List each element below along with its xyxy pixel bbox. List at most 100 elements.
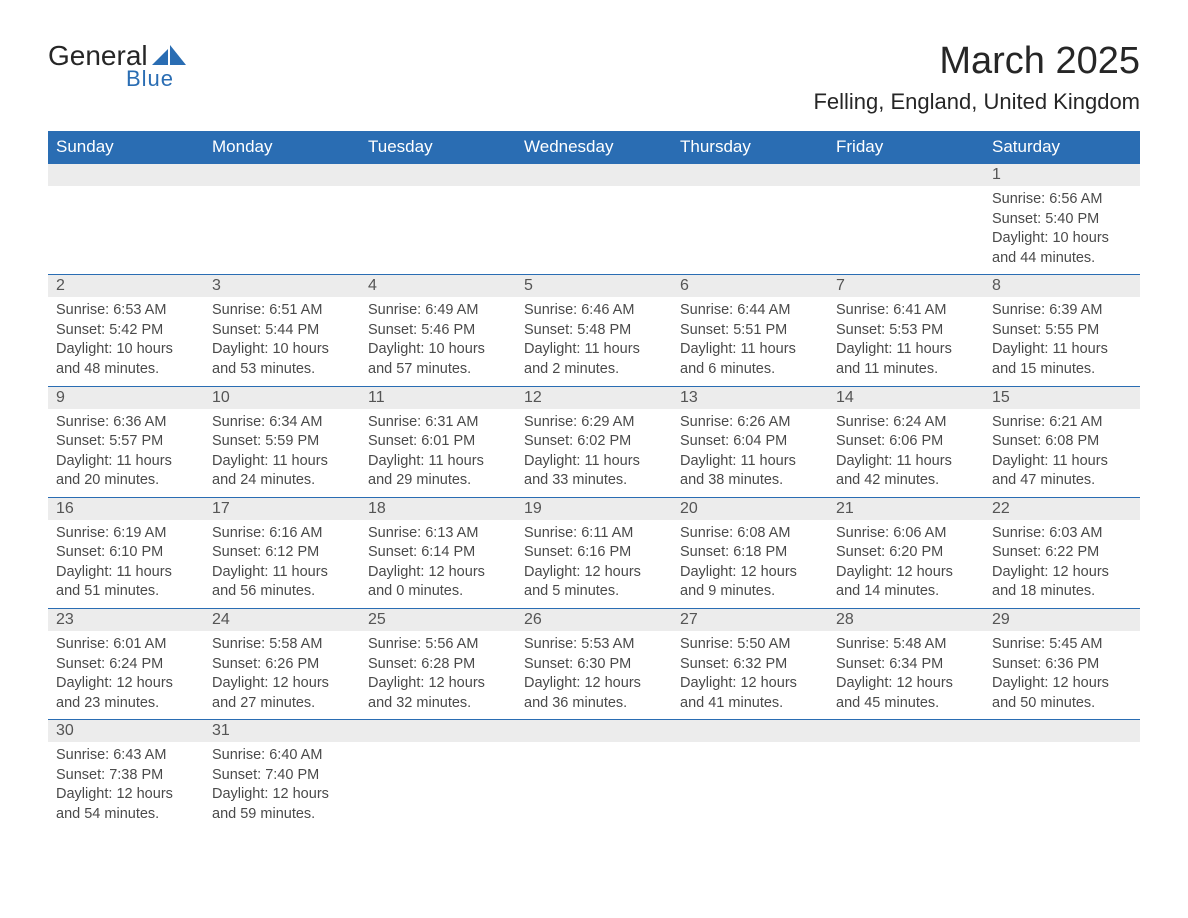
day-cell: 15Sunrise: 6:21 AMSunset: 6:08 PMDayligh… <box>984 386 1140 497</box>
day-number-bar: 2 <box>48 275 204 297</box>
sunrise-value: 6:19 AM <box>113 525 166 541</box>
sunrise-line: Sunrise: 6:34 AM <box>212 413 352 433</box>
day-cell: 23Sunrise: 6:01 AMSunset: 6:24 PMDayligh… <box>48 609 204 720</box>
daylight-label: Daylight: <box>368 341 428 357</box>
sunrise-line: Sunrise: 6:44 AM <box>680 301 820 321</box>
sunset-line: Sunset: 6:06 PM <box>836 432 976 452</box>
daylight-minutes: 29 <box>396 472 412 488</box>
daylight-hours: 12 <box>116 675 132 691</box>
sunset-value: 5:53 PM <box>889 322 943 338</box>
sunset-label: Sunset: <box>212 767 265 783</box>
daylight-line: Daylight: 11 hours <box>212 452 352 472</box>
daylight-hours: 10 <box>116 341 132 357</box>
sunset-line: Sunset: 5:51 PM <box>680 321 820 341</box>
day-cell: 16Sunrise: 6:19 AMSunset: 6:10 PMDayligh… <box>48 497 204 608</box>
sunrise-value: 6:01 AM <box>113 636 166 652</box>
day-cell: 7Sunrise: 6:41 AMSunset: 5:53 PMDaylight… <box>828 275 984 386</box>
day-details: Sunrise: 6:49 AMSunset: 5:46 PMDaylight:… <box>360 297 516 385</box>
daylight-line-2: and 42 minutes. <box>836 471 976 491</box>
sunrise-label: Sunrise: <box>368 525 425 541</box>
sunset-line: Sunset: 6:26 PM <box>212 655 352 675</box>
day-number-bar: 1 <box>984 164 1140 186</box>
day-cell <box>360 720 516 831</box>
sunrise-value: 6:03 AM <box>1049 525 1102 541</box>
sunset-line: Sunset: 5:59 PM <box>212 432 352 452</box>
day-details: Sunrise: 6:19 AMSunset: 6:10 PMDaylight:… <box>48 520 204 608</box>
titles: March 2025 Felling, England, United King… <box>813 40 1140 123</box>
daylight-line: Daylight: 12 hours <box>680 674 820 694</box>
day-details: Sunrise: 5:58 AMSunset: 6:26 PMDaylight:… <box>204 631 360 719</box>
daylight-line-2: and 32 minutes. <box>368 694 508 714</box>
daylight-line: Daylight: 12 hours <box>212 785 352 805</box>
day-details <box>48 186 204 258</box>
daylight-line: Daylight: 10 hours <box>368 340 508 360</box>
sunrise-label: Sunrise: <box>368 636 425 652</box>
sunset-line: Sunset: 6:34 PM <box>836 655 976 675</box>
sunrise-value: 5:56 AM <box>425 636 478 652</box>
sunset-label: Sunset: <box>992 544 1045 560</box>
sunrise-line: Sunrise: 6:53 AM <box>56 301 196 321</box>
sunrise-line: Sunrise: 6:21 AM <box>992 413 1132 433</box>
day-number-bar: 16 <box>48 498 204 520</box>
daylight-label: Daylight: <box>524 675 584 691</box>
daylight-minutes: 33 <box>552 472 568 488</box>
daylight-minutes: 53 <box>240 361 256 377</box>
sunset-value: 5:42 PM <box>109 322 163 338</box>
daylight-line: Daylight: 12 hours <box>992 563 1132 583</box>
day-cell: 14Sunrise: 6:24 AMSunset: 6:06 PMDayligh… <box>828 386 984 497</box>
sunrise-label: Sunrise: <box>524 414 581 430</box>
daylight-hours: 11 <box>1052 341 1067 357</box>
daylight-label: Daylight: <box>212 786 272 802</box>
sunset-label: Sunset: <box>56 322 109 338</box>
daylight-label: Daylight: <box>992 230 1052 246</box>
day-cell: 1Sunrise: 6:56 AMSunset: 5:40 PMDaylight… <box>984 164 1140 275</box>
sunset-line: Sunset: 6:18 PM <box>680 543 820 563</box>
day-details <box>360 186 516 258</box>
sunrise-value: 6:21 AM <box>1049 414 1102 430</box>
daylight-line: Daylight: 12 hours <box>368 563 508 583</box>
sunrise-label: Sunrise: <box>992 525 1049 541</box>
sunrise-value: 6:31 AM <box>425 414 478 430</box>
daylight-label: Daylight: <box>992 675 1052 691</box>
day-number-bar <box>672 164 828 186</box>
day-number-bar: 25 <box>360 609 516 631</box>
daylight-label: Daylight: <box>836 675 896 691</box>
daylight-label: Daylight: <box>56 564 116 580</box>
daylight-label: Daylight: <box>680 453 740 469</box>
day-cell <box>204 164 360 275</box>
sunrise-line: Sunrise: 6:43 AM <box>56 746 196 766</box>
sunset-line: Sunset: 5:48 PM <box>524 321 664 341</box>
day-number-bar: 12 <box>516 387 672 409</box>
daylight-line-2: and 11 minutes. <box>836 360 976 380</box>
day-number-bar: 14 <box>828 387 984 409</box>
daylight-line-2: and 6 minutes. <box>680 360 820 380</box>
sunset-value: 5:46 PM <box>421 322 475 338</box>
day-cell <box>828 164 984 275</box>
daylight-hours: 12 <box>584 675 600 691</box>
daylight-label: Daylight: <box>56 453 116 469</box>
sunrise-line: Sunrise: 6:31 AM <box>368 413 508 433</box>
day-number-bar: 3 <box>204 275 360 297</box>
sunset-line: Sunset: 5:55 PM <box>992 321 1132 341</box>
sunset-label: Sunset: <box>368 656 421 672</box>
sunrise-line: Sunrise: 6:24 AM <box>836 413 976 433</box>
week-row: 9Sunrise: 6:36 AMSunset: 5:57 PMDaylight… <box>48 386 1140 497</box>
day-cell <box>516 720 672 831</box>
day-number-bar: 19 <box>516 498 672 520</box>
day-cell: 6Sunrise: 6:44 AMSunset: 5:51 PMDaylight… <box>672 275 828 386</box>
day-cell: 27Sunrise: 5:50 AMSunset: 6:32 PMDayligh… <box>672 609 828 720</box>
sunset-value: 6:06 PM <box>889 433 943 449</box>
sunset-line: Sunset: 6:10 PM <box>56 543 196 563</box>
day-number-bar: 17 <box>204 498 360 520</box>
daylight-minutes: 54 <box>84 806 100 822</box>
sunrise-line: Sunrise: 6:39 AM <box>992 301 1132 321</box>
sunset-value: 6:24 PM <box>109 656 163 672</box>
day-number-bar: 31 <box>204 720 360 742</box>
month-title: March 2025 <box>813 40 1140 83</box>
sunrise-value: 6:51 AM <box>269 302 322 318</box>
day-details: Sunrise: 6:24 AMSunset: 6:06 PMDaylight:… <box>828 409 984 497</box>
day-cell: 21Sunrise: 6:06 AMSunset: 6:20 PMDayligh… <box>828 497 984 608</box>
daylight-line-2: and 54 minutes. <box>56 805 196 825</box>
sunrise-label: Sunrise: <box>680 636 737 652</box>
daylight-label: Daylight: <box>680 341 740 357</box>
